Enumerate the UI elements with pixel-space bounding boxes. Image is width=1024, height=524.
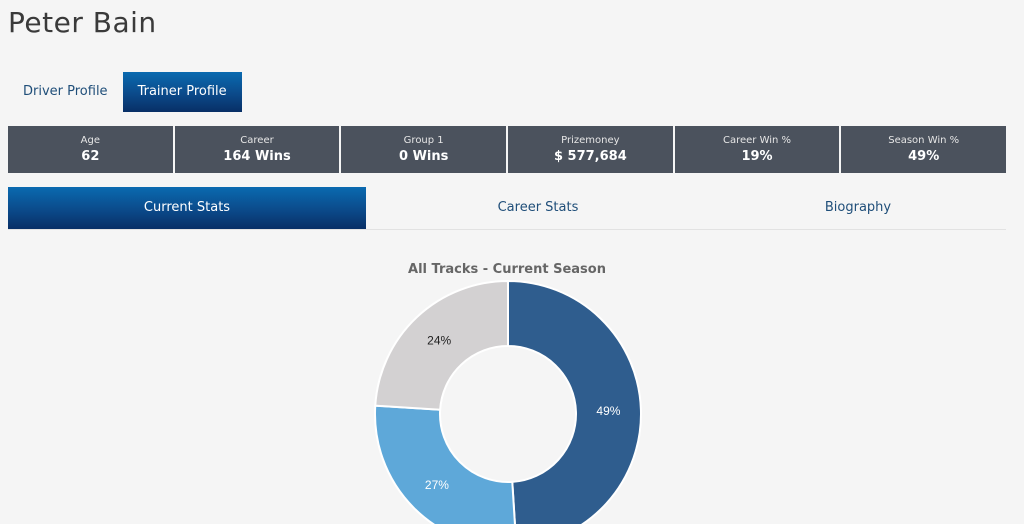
donut-label-2: 24%	[427, 334, 451, 348]
stat-value: 19%	[741, 148, 773, 164]
donut-label-0: 49%	[596, 404, 620, 418]
stat-label: Career	[240, 134, 274, 146]
stat-label: Group 1	[403, 134, 444, 146]
stat-age: Age 62	[8, 126, 173, 173]
tab-career-stats[interactable]: Career Stats	[497, 200, 579, 215]
chart-title: All Tracks - Current Season	[408, 262, 606, 277]
stat-label: Career Win %	[722, 134, 792, 146]
tab-biography[interactable]: Biography	[824, 200, 892, 215]
stat-prizemoney: Prizemoney $ 577,684	[508, 126, 673, 173]
donut-slice-2[interactable]	[374, 279, 509, 411]
stat-label: Season Win %	[888, 134, 960, 146]
stat-value: $ 577,684	[553, 148, 627, 164]
tab-current-stats[interactable]: Current Stats	[8, 187, 366, 229]
tab-driver-profile[interactable]: Driver Profile	[23, 84, 108, 99]
stat-label: Age	[80, 134, 100, 146]
stats-bar: Age 62 Career 164 Wins Group 1 0 Wins Pr…	[8, 126, 1007, 173]
page-title: Peter Bain	[8, 6, 157, 39]
stat-group1: Group 1 0 Wins	[341, 126, 507, 173]
stat-value: 62	[81, 148, 100, 164]
stat-career: Career 164 Wins	[174, 126, 340, 173]
stat-season-win-pct: Season Win % 49%	[841, 126, 1007, 173]
tab-trainer-profile[interactable]: Trainer Profile	[122, 72, 242, 112]
stat-label: Prizemoney	[561, 134, 620, 146]
stat-career-win-pct: Career Win % 19%	[674, 126, 840, 173]
stat-value: 164 Wins	[223, 148, 291, 164]
donut-slice-1[interactable]	[374, 404, 516, 524]
profile-tabs: Driver Profile Trainer Profile	[8, 72, 242, 112]
stat-value: 0 Wins	[399, 148, 449, 164]
chart-area: All Tracks - Current Season 49% 27% 24%	[0, 250, 1024, 524]
donut-chart: 49% 27% 24%	[374, 279, 643, 524]
stat-value: 49%	[908, 148, 940, 164]
stats-tabs: Current Stats Career Stats Biography	[8, 187, 1006, 230]
donut-slice-0[interactable]	[507, 279, 643, 524]
donut-label-1: 27%	[425, 478, 449, 492]
